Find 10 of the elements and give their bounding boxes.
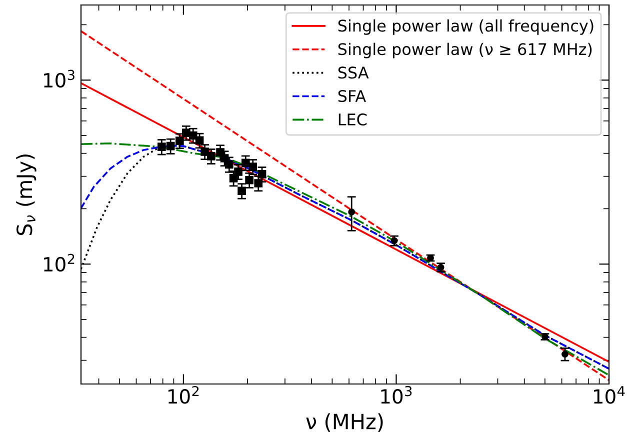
- x-tick-label: 10$^{4}$: [594, 386, 625, 404]
- legend-label: Single power law (ν ≥ 617 MHz): [338, 42, 592, 58]
- y-axis-title: S$_{ν}$ (mJy): [16, 154, 36, 236]
- legend-label: SFA: [338, 90, 366, 102]
- x-tick-label: 10$^{3}$: [381, 386, 412, 404]
- x-tick-label: 10$^{2}$: [168, 386, 199, 404]
- legend-label: Single power law (all frequency): [338, 19, 594, 35]
- legend-label: SSA: [338, 66, 369, 79]
- x-axis-title: ν (MHz): [306, 413, 383, 432]
- legend-label: LEC: [338, 113, 367, 126]
